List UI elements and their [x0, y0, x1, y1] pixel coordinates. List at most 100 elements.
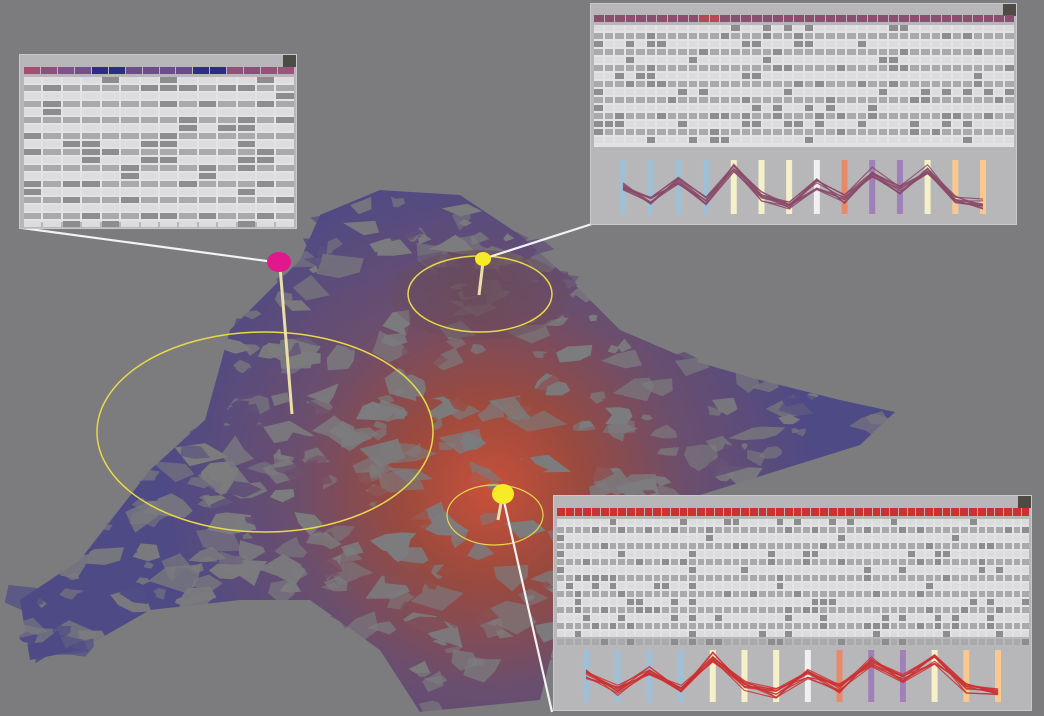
header-cell[interactable]	[40, 67, 57, 74]
header-cell[interactable]	[91, 67, 108, 74]
header-cell[interactable]	[24, 67, 40, 74]
table-row[interactable]	[594, 89, 1014, 95]
header-cell[interactable]	[973, 15, 983, 22]
table-row[interactable]	[24, 133, 294, 139]
table-row[interactable]	[24, 149, 294, 155]
header-cell[interactable]	[983, 15, 994, 22]
header-cell[interactable]	[278, 67, 294, 74]
table-row[interactable]	[557, 583, 1030, 589]
header-cell[interactable]	[583, 508, 592, 516]
table-row[interactable]	[24, 117, 294, 123]
header-cell[interactable]	[762, 15, 773, 22]
header-cell[interactable]	[890, 508, 898, 516]
header-cell[interactable]	[815, 15, 825, 22]
header-cell[interactable]	[244, 67, 261, 74]
table-row[interactable]	[594, 113, 1014, 119]
header-cell[interactable]	[825, 15, 836, 22]
header-cell[interactable]	[960, 508, 968, 516]
table-row[interactable]	[594, 25, 1014, 31]
header-cell[interactable]	[863, 508, 872, 516]
parallel-coordinates-plot[interactable]	[557, 644, 1029, 708]
table-row[interactable]	[24, 125, 294, 131]
header-cell[interactable]	[723, 508, 732, 516]
table-row[interactable]	[594, 137, 1014, 143]
header-cell[interactable]	[699, 15, 709, 22]
table-row[interactable]	[594, 33, 1014, 39]
table-row[interactable]	[557, 535, 1030, 541]
header-cell[interactable]	[57, 67, 74, 74]
header-cell[interactable]	[730, 15, 741, 22]
header-cell[interactable]	[888, 15, 899, 22]
header-cell[interactable]	[952, 15, 962, 22]
header-cell[interactable]	[773, 15, 783, 22]
header-cell[interactable]	[907, 508, 916, 516]
table-row[interactable]	[24, 85, 294, 91]
table-row[interactable]	[24, 173, 294, 179]
header-cell[interactable]	[749, 508, 758, 516]
table-row[interactable]	[24, 165, 294, 171]
header-cell[interactable]	[210, 67, 227, 74]
header-cell[interactable]	[1012, 508, 1021, 516]
header-cell[interactable]	[867, 15, 878, 22]
table-row[interactable]	[24, 189, 294, 195]
header-cell[interactable]	[767, 508, 776, 516]
table-row[interactable]	[594, 41, 1014, 47]
table-row[interactable]	[557, 527, 1030, 533]
header-cell[interactable]	[916, 508, 925, 516]
table-row[interactable]	[594, 81, 1014, 87]
header-cell[interactable]	[811, 508, 819, 516]
table-row[interactable]	[557, 519, 1030, 525]
table-row[interactable]	[557, 599, 1030, 605]
header-cell[interactable]	[836, 15, 846, 22]
header-cell[interactable]	[857, 15, 867, 22]
table-row[interactable]	[24, 221, 294, 227]
header-cell[interactable]	[697, 508, 706, 516]
header-cell[interactable]	[804, 15, 815, 22]
data-table[interactable]	[594, 25, 1014, 147]
table-row[interactable]	[594, 65, 1014, 71]
header-cell[interactable]	[828, 508, 837, 516]
table-row[interactable]	[557, 551, 1030, 557]
header-cell[interactable]	[108, 67, 125, 74]
header-cell[interactable]	[977, 508, 986, 516]
header-cell[interactable]	[615, 15, 625, 22]
table-row[interactable]	[24, 109, 294, 115]
header-cell[interactable]	[794, 15, 804, 22]
header-cell[interactable]	[592, 508, 600, 516]
table-row[interactable]	[594, 73, 1014, 79]
header-cell[interactable]	[709, 15, 720, 22]
table-row[interactable]	[594, 49, 1014, 55]
close-box-icon[interactable]	[1018, 496, 1031, 508]
table-row[interactable]	[594, 97, 1014, 103]
header-cell[interactable]	[872, 508, 881, 516]
table-row[interactable]	[24, 101, 294, 107]
header-cell[interactable]	[837, 508, 846, 516]
table-row[interactable]	[557, 615, 1030, 621]
header-cell[interactable]	[793, 508, 802, 516]
table-row[interactable]	[557, 543, 1030, 549]
header-cell[interactable]	[1021, 508, 1030, 516]
header-cell[interactable]	[931, 15, 941, 22]
header-cell[interactable]	[176, 67, 193, 74]
data-table[interactable]	[557, 519, 1030, 645]
header-cell[interactable]	[653, 508, 662, 516]
table-row[interactable]	[24, 157, 294, 163]
close-box-icon[interactable]	[283, 55, 296, 67]
table-row[interactable]	[557, 639, 1030, 645]
table-row[interactable]	[24, 213, 294, 219]
header-cell[interactable]	[678, 15, 688, 22]
header-cell[interactable]	[679, 508, 688, 516]
header-cell[interactable]	[962, 15, 973, 22]
header-cell[interactable]	[159, 67, 176, 74]
parallel-coordinates-plot[interactable]	[594, 154, 1014, 220]
data-table[interactable]	[24, 77, 294, 227]
table-row[interactable]	[24, 197, 294, 203]
header-cell[interactable]	[636, 15, 646, 22]
header-cell[interactable]	[635, 508, 644, 516]
table-row[interactable]	[557, 631, 1030, 637]
panel-top-right[interactable]	[590, 3, 1017, 225]
table-row[interactable]	[557, 567, 1030, 573]
header-cell[interactable]	[968, 508, 977, 516]
header-cell[interactable]	[741, 15, 751, 22]
table-row[interactable]	[557, 623, 1030, 629]
